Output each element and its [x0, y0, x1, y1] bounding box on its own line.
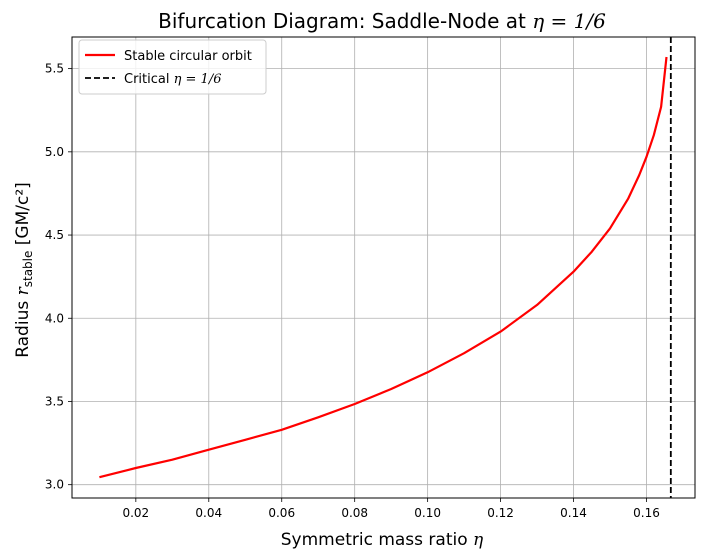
x-axis-label-text: Symmetric mass ratio: [281, 530, 473, 550]
x-tick-label: 0.06: [268, 506, 295, 520]
y-axis-label: Radius rstable [GM/c²]: [13, 182, 35, 358]
legend-label-critical-math: η = 1/6: [174, 72, 222, 87]
x-axis-label-math: η: [473, 530, 484, 550]
x-tick-label: 0.02: [122, 506, 149, 520]
x-tick-label: 0.16: [633, 506, 660, 520]
plot-frame: [71, 36, 696, 499]
x-tick-label: 0.10: [414, 506, 441, 520]
y-axis-label-sub: stable: [21, 251, 35, 288]
stable-orbit-line: [99, 56, 668, 479]
grid: [72, 37, 695, 498]
chart-title-text: Bifurcation Diagram: Saddle-Node at: [158, 9, 532, 33]
legend-box: [78, 39, 267, 95]
y-tick-label: 3.5: [45, 394, 64, 408]
chart-title: Bifurcation Diagram: Saddle-Node at η = …: [158, 9, 606, 33]
y-tick-label: 4.5: [45, 228, 64, 242]
y-tick-label: 3.0: [45, 478, 64, 492]
x-tick-label: 0.04: [195, 506, 222, 520]
legend: Stable circular orbit Critical η = 1/6: [78, 39, 267, 95]
x-axis-label: Symmetric mass ratio η: [281, 530, 484, 550]
axis-ticks: 0.02 0.04 0.06 0.08 0.10 0.12 0.14 0.16 3.0 3.5 4.…: [45, 62, 660, 520]
y-tick-label: 5.0: [45, 145, 64, 159]
x-tick-label: 0.14: [560, 506, 587, 520]
series-layer: [99, 37, 672, 498]
y-tick-label: 4.0: [45, 311, 64, 325]
legend-label-stable-orbit: Stable circular orbit: [124, 49, 252, 64]
x-tick-label: 0.12: [487, 506, 514, 520]
chart-title-math: η = 1/6: [532, 9, 606, 33]
y-axis-label-var: r: [13, 286, 33, 295]
legend-label-critical-text: Critical: [124, 72, 169, 87]
y-axis-label-text: Radius: [13, 295, 33, 357]
x-tick-label: 0.08: [341, 506, 368, 520]
legend-label-critical: Critical η = 1/6: [124, 72, 221, 87]
y-axis-label-unit: [GM/c²]: [13, 182, 33, 250]
y-tick-label: 5.5: [45, 62, 64, 76]
